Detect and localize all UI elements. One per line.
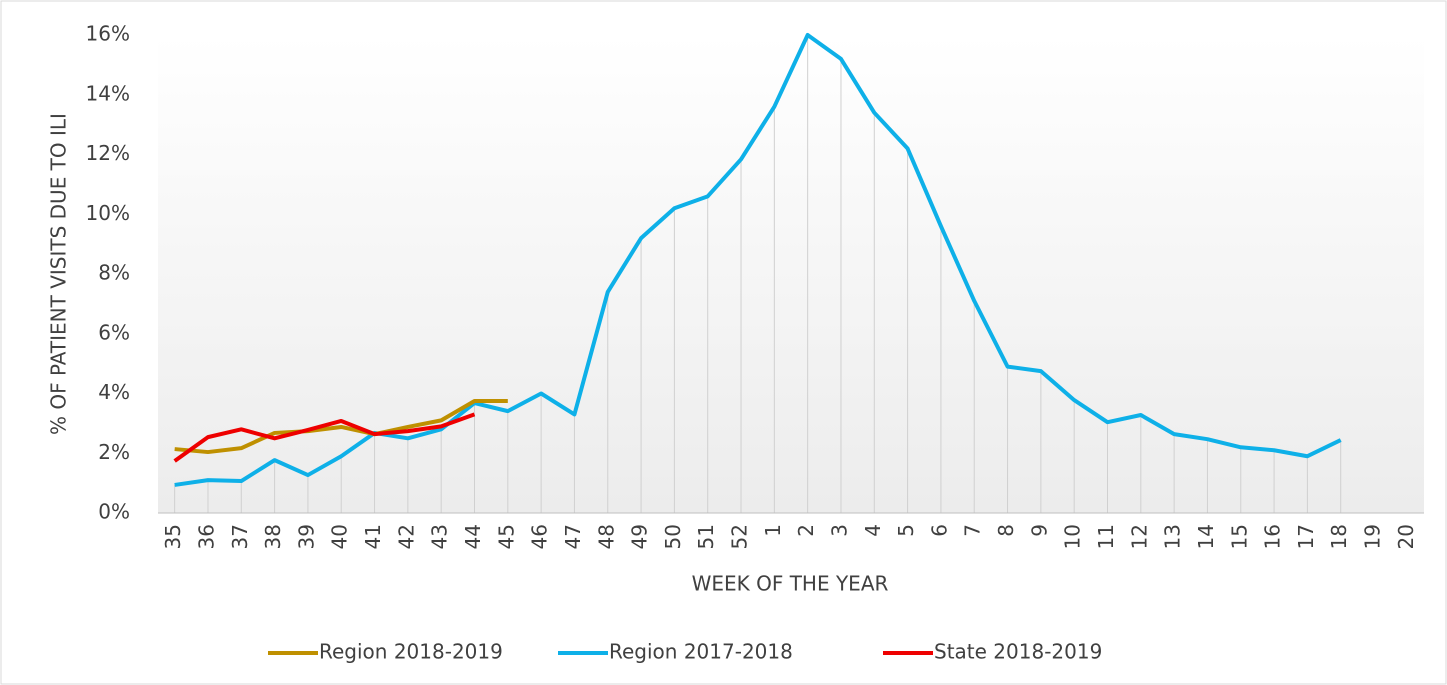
x-tick-label: 8: [994, 524, 1018, 537]
series-line: [174, 33, 1342, 487]
x-tick-label: 20: [1394, 524, 1418, 549]
x-tick-label: 17: [1294, 524, 1318, 549]
x-tick-label: 16: [1261, 524, 1285, 549]
y-tick-label: 16%: [86, 22, 130, 46]
x-tick-label: 12: [1127, 524, 1151, 549]
y-tick-label: 2%: [98, 440, 130, 464]
x-tick-label: 18: [1327, 524, 1351, 549]
x-tick-label: 9: [1027, 524, 1051, 537]
y-tick-label: 4%: [98, 380, 130, 404]
x-tick-label: 40: [328, 524, 352, 549]
x-tick-label: 5: [894, 524, 918, 537]
x-tick-label: 13: [1161, 524, 1185, 549]
x-tick-label: 36: [194, 524, 218, 549]
y-axis-label: % OF PATIENT VISITS DUE TO ILI: [47, 113, 71, 435]
x-tick-label: 38: [261, 524, 285, 549]
x-tick-label: 50: [661, 524, 685, 549]
plot-area: [158, 35, 1424, 513]
x-tick-label: 39: [294, 524, 318, 549]
series-line: [173, 412, 476, 463]
x-axis-label: WEEK OF THE YEAR: [692, 572, 889, 596]
x-tick-label: 10: [1061, 524, 1085, 549]
legend-label: State 2018-2019: [934, 640, 1102, 664]
x-tick-label: 2: [794, 524, 818, 537]
x-tick-label: 37: [228, 524, 252, 549]
y-tick-label: 8%: [98, 261, 130, 285]
x-tick-label: 7: [961, 524, 985, 537]
y-tick-label: 6%: [98, 320, 130, 344]
y-tick-label: 14%: [86, 81, 130, 105]
x-tick-label: 48: [594, 524, 618, 549]
series-line: [174, 398, 508, 455]
x-tick-label: 52: [728, 524, 752, 549]
x-tick-label: 4: [861, 524, 885, 537]
x-tick-label: 45: [494, 524, 518, 549]
x-tick-label: 3: [827, 524, 851, 537]
legend-label: Region 2018-2019: [319, 640, 503, 664]
x-tick-label: 49: [628, 524, 652, 549]
x-tick-label: 42: [394, 524, 418, 549]
x-tick-label: 46: [528, 524, 552, 549]
x-tick-label: 15: [1227, 524, 1251, 549]
x-tick-label: 1: [761, 524, 785, 537]
x-tick-label: 6: [927, 524, 951, 537]
x-tick-label: 19: [1361, 524, 1385, 549]
y-tick-label: 12%: [86, 141, 130, 165]
x-tick-label: 35: [161, 524, 185, 549]
x-tick-label: 11: [1094, 524, 1118, 549]
x-tick-label: 47: [561, 524, 585, 549]
legend-label: Region 2017-2018: [609, 640, 793, 664]
x-tick-label: 51: [694, 524, 718, 549]
x-tick-label: 14: [1194, 524, 1218, 549]
y-tick-label: 10%: [86, 201, 130, 225]
x-tick-label: 44: [461, 524, 485, 549]
y-tick-label: 0%: [98, 500, 130, 524]
x-tick-label: 41: [361, 524, 385, 549]
x-tick-label: 43: [428, 524, 452, 549]
